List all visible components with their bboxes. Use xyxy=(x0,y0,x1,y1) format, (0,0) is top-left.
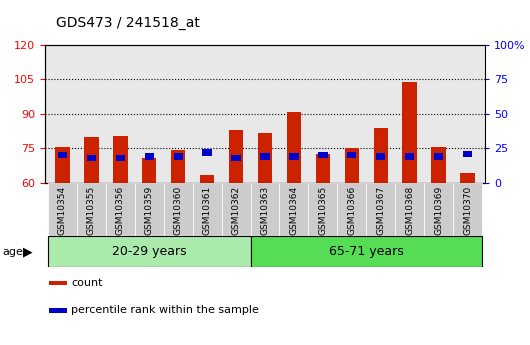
Bar xyxy=(463,151,472,157)
Text: 20-29 years: 20-29 years xyxy=(112,245,187,258)
Bar xyxy=(77,183,106,236)
Text: GSM10370: GSM10370 xyxy=(463,186,472,235)
Bar xyxy=(374,128,388,183)
Text: GSM10361: GSM10361 xyxy=(202,186,211,235)
Bar xyxy=(106,183,135,236)
Text: GSM10362: GSM10362 xyxy=(232,186,241,235)
Bar xyxy=(222,183,251,236)
Bar xyxy=(251,183,279,236)
Bar xyxy=(202,149,212,156)
Bar xyxy=(171,149,185,183)
Text: count: count xyxy=(72,278,103,288)
Bar xyxy=(376,154,385,160)
Bar xyxy=(48,183,77,236)
Text: GSM10355: GSM10355 xyxy=(87,186,96,235)
Bar xyxy=(251,236,482,267)
Text: GDS473 / 241518_at: GDS473 / 241518_at xyxy=(56,16,199,30)
Bar xyxy=(424,183,453,236)
Bar xyxy=(229,130,243,183)
Text: GSM10360: GSM10360 xyxy=(174,186,183,235)
Bar xyxy=(338,183,366,236)
Bar xyxy=(258,134,272,183)
Bar xyxy=(289,154,298,160)
Bar xyxy=(395,183,424,236)
Bar xyxy=(279,183,308,236)
Bar xyxy=(434,154,443,160)
Text: GSM10366: GSM10366 xyxy=(347,186,356,235)
Bar xyxy=(318,152,328,158)
Bar xyxy=(48,236,251,267)
Bar xyxy=(116,155,125,161)
Text: GSM10356: GSM10356 xyxy=(116,186,125,235)
Bar xyxy=(58,152,67,158)
Bar xyxy=(347,152,357,158)
Text: GSM10364: GSM10364 xyxy=(289,186,298,235)
Text: percentile rank within the sample: percentile rank within the sample xyxy=(72,305,259,315)
Bar xyxy=(49,308,67,313)
Text: GSM10365: GSM10365 xyxy=(319,186,328,235)
Bar xyxy=(135,183,164,236)
Text: age: age xyxy=(3,247,23,257)
Bar xyxy=(308,183,338,236)
Text: GSM10363: GSM10363 xyxy=(261,186,269,235)
Bar xyxy=(344,148,359,183)
Text: GSM10368: GSM10368 xyxy=(405,186,414,235)
Bar xyxy=(431,147,446,183)
Bar xyxy=(55,147,69,183)
Bar xyxy=(402,82,417,183)
Bar xyxy=(192,183,222,236)
Bar xyxy=(260,154,270,160)
Bar xyxy=(366,183,395,236)
Bar xyxy=(87,155,96,161)
Bar xyxy=(113,136,128,183)
Bar xyxy=(145,154,154,160)
Bar xyxy=(453,183,482,236)
Text: GSM10354: GSM10354 xyxy=(58,186,67,235)
Bar xyxy=(316,154,330,183)
Text: 65-71 years: 65-71 years xyxy=(329,245,404,258)
Text: GSM10367: GSM10367 xyxy=(376,186,385,235)
Bar xyxy=(84,137,99,183)
Text: GSM10359: GSM10359 xyxy=(145,186,154,235)
Text: GSM10369: GSM10369 xyxy=(434,186,443,235)
Bar xyxy=(49,280,67,285)
Text: ▶: ▶ xyxy=(23,245,32,258)
Bar xyxy=(142,158,156,183)
Bar xyxy=(164,183,192,236)
Bar xyxy=(287,111,301,183)
Bar xyxy=(461,172,475,183)
Bar xyxy=(200,175,214,183)
Bar xyxy=(173,154,183,160)
Bar xyxy=(405,154,414,160)
Bar xyxy=(232,155,241,161)
